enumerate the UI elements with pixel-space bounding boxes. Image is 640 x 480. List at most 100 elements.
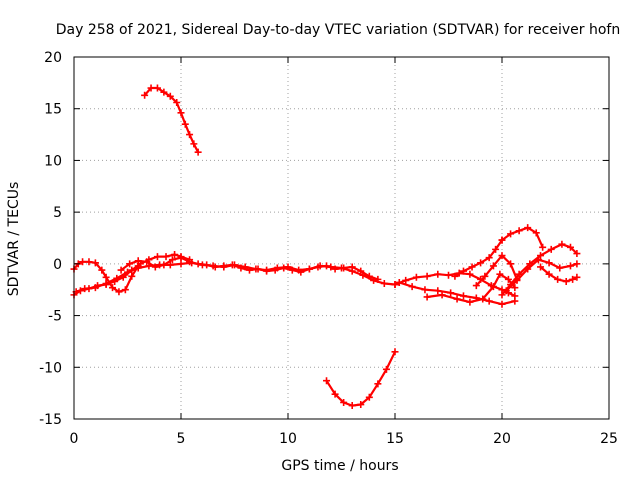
data-point xyxy=(507,260,515,268)
data-point xyxy=(391,281,399,289)
data-point xyxy=(402,276,410,284)
data-point xyxy=(479,295,487,303)
series-arc-high xyxy=(141,84,202,156)
data-point xyxy=(134,264,142,272)
data-point xyxy=(117,266,125,274)
series-track-k xyxy=(498,240,581,299)
data-point xyxy=(171,251,179,259)
data-point xyxy=(466,270,474,278)
x-tick-label: 20 xyxy=(493,431,511,447)
chart-title: Day 258 of 2021, Sidereal Day-to-day VTE… xyxy=(56,22,620,38)
data-point xyxy=(126,260,134,268)
data-point xyxy=(151,263,159,271)
data-point xyxy=(153,84,161,92)
data-point xyxy=(271,266,279,274)
data-point xyxy=(177,254,185,262)
data-point xyxy=(569,275,577,283)
data-point xyxy=(81,285,89,293)
axes: 0 5 10 15 20 25 -15 -10 -5 0 5 10 15 20 xyxy=(39,50,618,447)
data-point xyxy=(245,266,253,274)
data-point xyxy=(190,140,198,148)
data-point xyxy=(323,377,331,385)
y-tick-label: 10 xyxy=(44,153,62,169)
series-line xyxy=(500,226,544,249)
data-point xyxy=(515,227,523,235)
series-track-l xyxy=(502,256,581,295)
data-point xyxy=(374,275,382,283)
data-point xyxy=(556,264,564,272)
series-arc-low xyxy=(323,348,399,410)
data-point xyxy=(220,262,228,270)
data-point xyxy=(331,390,339,398)
x-tick-label: 15 xyxy=(386,431,404,447)
data-point xyxy=(124,268,131,276)
data-point xyxy=(305,265,313,273)
data-point xyxy=(537,252,545,260)
data-point xyxy=(115,288,123,296)
data-point xyxy=(91,284,99,292)
y-tick-label: -15 xyxy=(39,412,62,428)
data-point xyxy=(254,265,262,273)
data-point xyxy=(554,275,562,283)
data-point xyxy=(79,258,87,266)
data-point xyxy=(160,261,168,269)
data-point xyxy=(423,293,431,301)
series-line xyxy=(398,281,516,306)
data-point xyxy=(511,297,519,305)
data-point xyxy=(423,272,431,280)
data-point xyxy=(141,91,149,99)
data-point xyxy=(562,277,570,285)
data-point xyxy=(186,258,194,266)
data-point xyxy=(545,259,553,267)
data-point xyxy=(365,393,373,401)
data-point xyxy=(438,291,446,299)
data-point xyxy=(489,262,497,270)
data-point xyxy=(447,289,455,297)
data-point xyxy=(194,148,202,156)
data-point xyxy=(492,245,500,253)
data-point xyxy=(113,274,121,282)
data-point xyxy=(331,265,339,273)
data-point xyxy=(481,272,489,280)
data-point xyxy=(168,256,176,264)
data-point xyxy=(532,229,540,237)
data-point xyxy=(434,287,442,295)
data-point xyxy=(237,264,245,272)
data-point xyxy=(534,256,542,264)
data-point xyxy=(466,298,474,306)
series-track-d xyxy=(117,254,382,283)
data-point xyxy=(477,259,485,267)
y-tick-label: 0 xyxy=(53,257,62,273)
data-point xyxy=(573,250,581,258)
data-point xyxy=(102,273,110,281)
data-point xyxy=(153,253,161,261)
data-point xyxy=(451,272,459,280)
data-point xyxy=(340,398,348,406)
data-point xyxy=(203,261,211,269)
data-point xyxy=(539,243,547,251)
data-point xyxy=(173,99,181,107)
data-point xyxy=(459,292,467,300)
data-point xyxy=(121,286,129,294)
data-point xyxy=(186,131,194,139)
data-point xyxy=(181,120,189,128)
data-point xyxy=(408,283,416,291)
data-point xyxy=(524,224,532,232)
data-point xyxy=(566,262,574,270)
series-track-i xyxy=(472,252,521,290)
data-point xyxy=(434,270,442,278)
data-point xyxy=(194,260,202,268)
data-point xyxy=(348,263,356,271)
y-tick-label: -5 xyxy=(48,309,62,325)
series-track-j xyxy=(498,224,547,251)
series-track-m xyxy=(537,263,581,285)
data-point xyxy=(357,401,365,409)
y-axis-label: SDTVAR / TECUs xyxy=(6,182,22,297)
data-point xyxy=(498,300,506,308)
data-point xyxy=(177,109,185,117)
data-point xyxy=(498,252,506,260)
data-point xyxy=(280,264,288,272)
data-point xyxy=(395,278,403,286)
